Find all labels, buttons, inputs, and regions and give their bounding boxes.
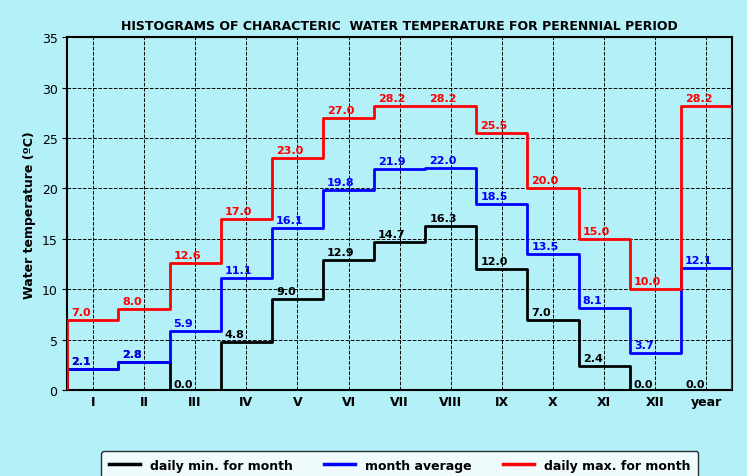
- Text: 16.3: 16.3: [430, 213, 457, 223]
- Text: 18.5: 18.5: [480, 191, 508, 201]
- Text: 0.0: 0.0: [685, 379, 704, 389]
- Text: 28.2: 28.2: [685, 93, 713, 103]
- Text: 17.0: 17.0: [225, 206, 252, 216]
- Text: 28.2: 28.2: [430, 93, 457, 103]
- Text: 21.9: 21.9: [378, 157, 406, 167]
- Text: 22.0: 22.0: [430, 156, 456, 166]
- Text: 25.5: 25.5: [480, 121, 508, 131]
- Text: 3.7: 3.7: [634, 340, 654, 350]
- Text: 16.1: 16.1: [276, 215, 303, 225]
- Text: 12.6: 12.6: [173, 250, 201, 260]
- Text: 8.0: 8.0: [123, 297, 142, 307]
- Text: 19.8: 19.8: [327, 178, 355, 188]
- Text: 12.0: 12.0: [480, 257, 508, 267]
- Text: 2.1: 2.1: [71, 356, 91, 366]
- Text: 15.0: 15.0: [583, 227, 610, 237]
- Text: 20.0: 20.0: [532, 176, 559, 186]
- Text: 9.0: 9.0: [276, 287, 296, 297]
- Text: 12.1: 12.1: [685, 256, 713, 266]
- Text: 28.2: 28.2: [378, 93, 406, 103]
- Legend: daily min. for month, month average, daily max. for month: daily min. for month, month average, dai…: [101, 451, 698, 476]
- Text: 10.0: 10.0: [634, 277, 661, 287]
- Y-axis label: Water temperature (ºC): Water temperature (ºC): [23, 130, 36, 298]
- Text: 14.7: 14.7: [378, 229, 406, 239]
- Text: 2.8: 2.8: [123, 349, 142, 359]
- Text: 7.0: 7.0: [71, 307, 91, 317]
- Text: 2.4: 2.4: [583, 353, 603, 363]
- Text: 2.1: 2.1: [71, 356, 91, 366]
- Text: 7.0: 7.0: [532, 307, 551, 317]
- Text: 5.9: 5.9: [173, 318, 193, 328]
- Text: 0.0: 0.0: [634, 379, 654, 389]
- Text: 12.9: 12.9: [327, 248, 355, 258]
- Text: 23.0: 23.0: [276, 146, 303, 156]
- Text: 4.8: 4.8: [225, 329, 244, 339]
- Text: 8.1: 8.1: [583, 296, 603, 306]
- Text: 0.0: 0.0: [173, 379, 193, 389]
- Text: 11.1: 11.1: [225, 266, 252, 276]
- Text: 27.0: 27.0: [327, 106, 354, 116]
- Text: 2.8: 2.8: [123, 349, 142, 359]
- Title: HISTOGRAMS OF CHARACTERIC  WATER TEMPERATURE FOR PERENNIAL PERIOD: HISTOGRAMS OF CHARACTERIC WATER TEMPERAT…: [121, 20, 678, 33]
- Text: 13.5: 13.5: [532, 241, 559, 251]
